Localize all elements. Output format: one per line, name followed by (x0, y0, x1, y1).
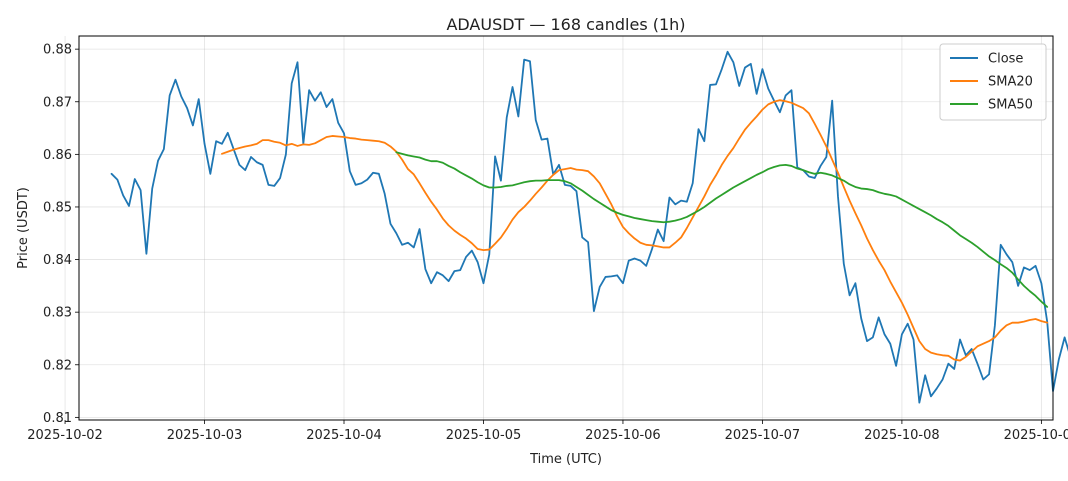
legend: Close SMA20 SMA50 (939, 43, 1047, 121)
legend-label-sma50: SMA50 (988, 98, 1033, 113)
y-axis-label: Price (USDT) (16, 187, 31, 269)
series-line-sma20 (221, 99, 1049, 362)
grid (64, 36, 1053, 420)
x-tick-label: 2025-10-03 (167, 428, 243, 443)
y-axis-ticks: 0.81 0.82 0.83 0.84 0.85 0.86 0.87 0.88 (43, 43, 79, 426)
x-tick-label: 2025-10-02 (27, 428, 103, 443)
x-tick-label: 2025-10-06 (585, 428, 661, 443)
plot-frame (78, 35, 1054, 421)
legend-label-close: Close (988, 52, 1023, 67)
x-tick-label: 2025-10-08 (864, 428, 940, 443)
series-line-sma50 (395, 151, 1049, 308)
y-tick-label: 0.87 (43, 95, 72, 110)
y-tick-label: 0.81 (43, 411, 72, 426)
y-tick-label: 0.83 (43, 306, 72, 321)
y-tick-label: 0.86 (43, 148, 72, 163)
chart-title: ADAUSDT — 168 candles (1h) (446, 15, 685, 34)
x-axis-ticks: 2025-10-02 2025-10-03 2025-10-04 2025-10-05… (27, 420, 1068, 443)
y-tick-label: 0.82 (43, 358, 72, 373)
y-tick-label: 0.85 (43, 200, 72, 215)
x-tick-label: 2025-10-09 (1004, 428, 1068, 443)
x-tick-label: 2025-10-05 (446, 428, 522, 443)
legend-box (939, 43, 1047, 121)
legend-label-sma20: SMA20 (988, 75, 1033, 90)
series-line-close (110, 50, 1068, 404)
y-tick-label: 0.84 (43, 253, 72, 268)
x-axis-label: Time (UTC) (529, 452, 602, 467)
plot-area (79, 36, 1053, 420)
series-lines (110, 50, 1068, 404)
y-tick-label: 0.88 (43, 43, 72, 58)
x-tick-label: 2025-10-04 (306, 428, 382, 443)
x-tick-label: 2025-10-07 (725, 428, 801, 443)
